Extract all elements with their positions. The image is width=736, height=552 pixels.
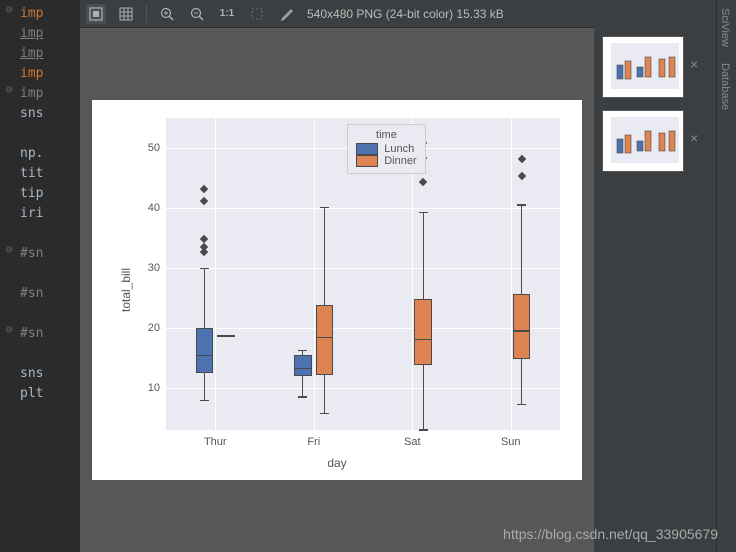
- resize-icon[interactable]: [247, 4, 267, 24]
- thumbnail-image: [602, 110, 684, 172]
- tab-database[interactable]: Database: [717, 55, 733, 118]
- grid-icon[interactable]: [116, 4, 136, 24]
- y-tick: 50: [148, 142, 160, 154]
- zoom-11-icon[interactable]: 1:1: [217, 4, 237, 24]
- box: [513, 294, 531, 359]
- x-tick: Sun: [501, 436, 521, 448]
- x-axis-label: day: [327, 456, 346, 470]
- close-icon[interactable]: ×: [690, 130, 698, 146]
- thumbnail[interactable]: ×: [602, 36, 708, 98]
- thumbnail[interactable]: ×: [602, 110, 708, 172]
- thumbnail-image: [602, 36, 684, 98]
- gutter: ⊖⊖⊖⊖: [0, 0, 18, 552]
- x-tick: Thur: [204, 436, 227, 448]
- right-panel: × × SciView Database: [594, 0, 736, 552]
- y-tick: 10: [148, 382, 160, 394]
- figure: 1020304050ThurFriSatSuntimeLunchDinner t…: [92, 100, 582, 480]
- plot-area: 1020304050ThurFriSatSuntimeLunchDinner: [166, 118, 560, 430]
- fit-icon[interactable]: [86, 4, 106, 24]
- viewer-canvas[interactable]: 1020304050ThurFriSatSuntimeLunchDinner t…: [80, 28, 594, 552]
- y-axis-label: total_bill: [119, 268, 133, 312]
- x-tick: Sat: [404, 436, 421, 448]
- code-editor: ⊖⊖⊖⊖ impimpimpimpimpsnsnp.tittipiri#sn#s…: [0, 0, 80, 552]
- legend: timeLunchDinner: [347, 124, 425, 174]
- image-viewer: 1:1 540x480 PNG (24-bit color) 15.33 kB …: [80, 0, 594, 552]
- viewer-toolbar: 1:1 540x480 PNG (24-bit color) 15.33 kB: [80, 0, 594, 28]
- watermark: https://blog.csdn.net/qq_33905679: [503, 526, 718, 542]
- color-picker-icon[interactable]: [277, 4, 297, 24]
- y-tick: 20: [148, 322, 160, 334]
- side-tabs: SciView Database: [716, 0, 736, 552]
- separator: [146, 5, 147, 23]
- x-tick: Fri: [307, 436, 320, 448]
- tab-sciview[interactable]: SciView: [717, 0, 733, 55]
- thumbnail-list: × ×: [594, 28, 716, 180]
- box: [414, 299, 432, 364]
- box: [196, 328, 214, 373]
- image-info: 540x480 PNG (24-bit color) 15.33 kB: [307, 7, 588, 21]
- box: [294, 355, 312, 376]
- close-icon[interactable]: ×: [690, 56, 698, 72]
- y-tick: 40: [148, 202, 160, 214]
- zoom-out-icon[interactable]: [187, 4, 207, 24]
- box: [316, 305, 334, 375]
- zoom-in-icon[interactable]: [157, 4, 177, 24]
- y-tick: 30: [148, 262, 160, 274]
